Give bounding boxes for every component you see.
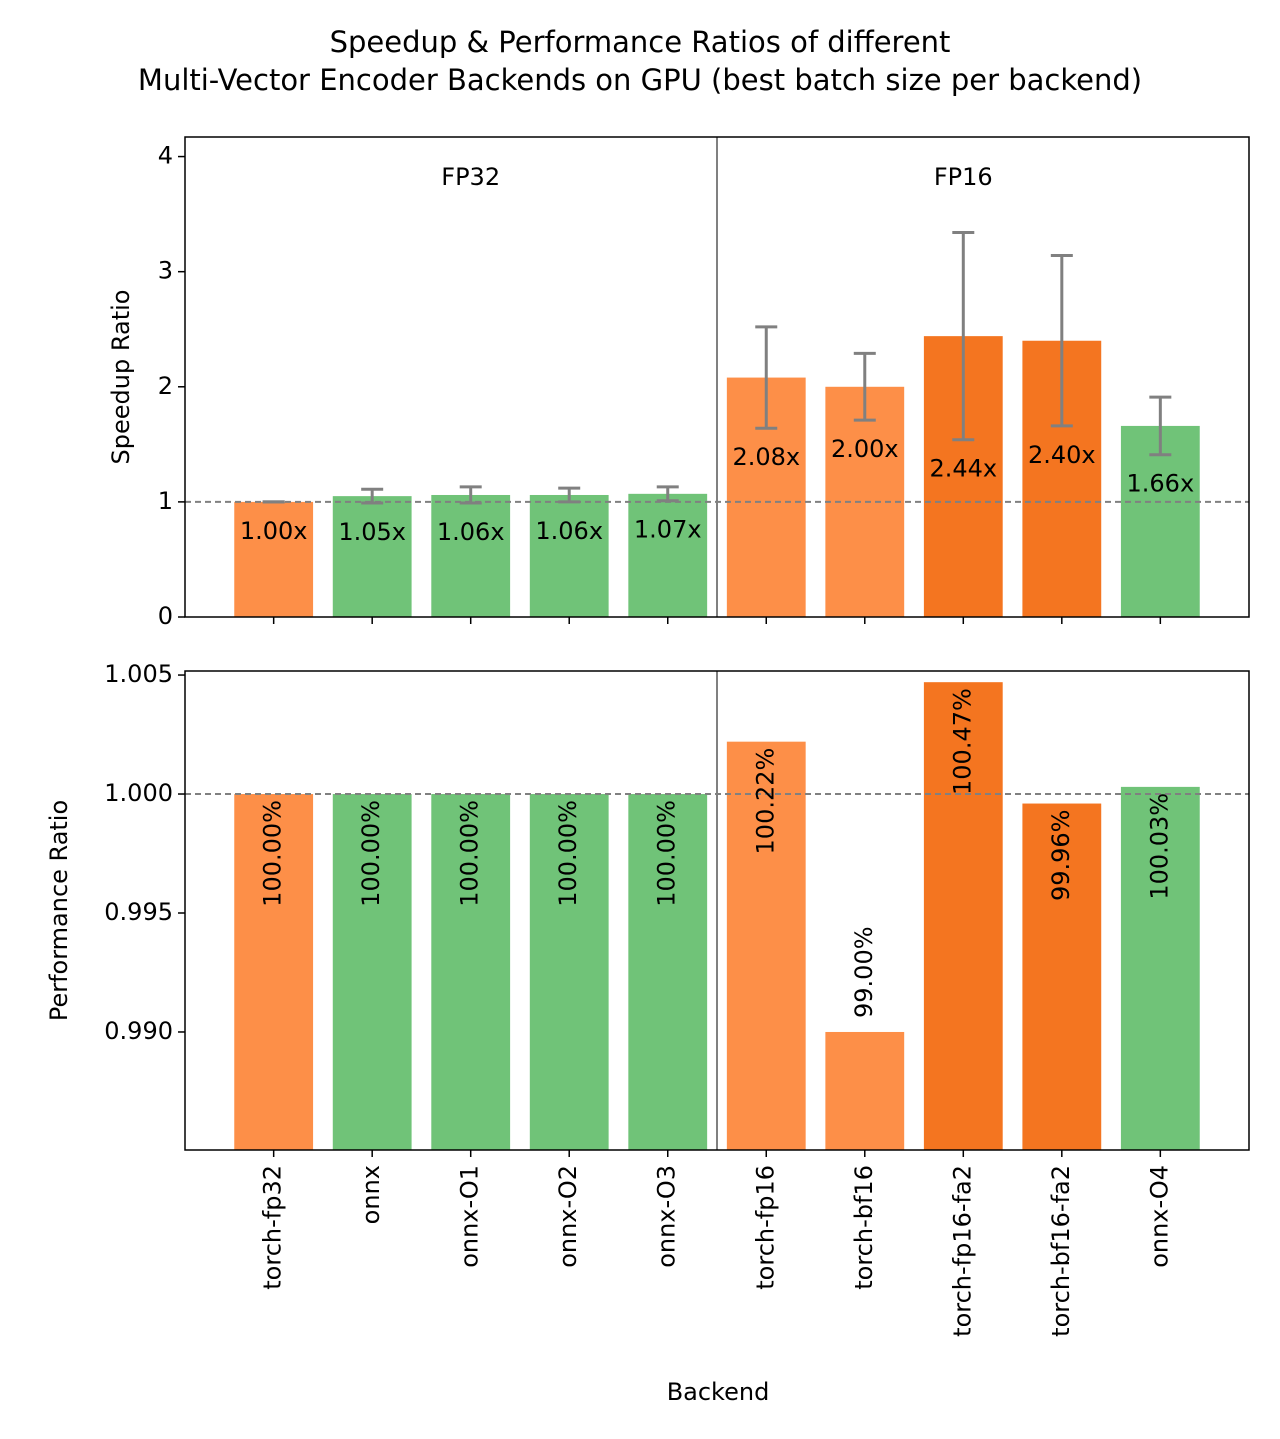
x-tick-label: torch-fp16 — [751, 1165, 779, 1290]
bar — [628, 493, 708, 617]
y-axis-label: Performance Ratio — [45, 800, 73, 1021]
value-label: 100.00% — [456, 800, 484, 907]
y-tick-label: 2 — [158, 372, 173, 400]
group-label: FP16 — [934, 163, 993, 191]
y-tick-label: 1.000 — [104, 779, 173, 807]
value-label: 100.00% — [259, 800, 287, 907]
value-label: 100.03% — [1145, 793, 1173, 900]
x-tick-label: torch-fp32 — [259, 1165, 287, 1290]
x-tick-label: onnx-O4 — [1145, 1165, 1173, 1268]
x-tick-label: torch-bf16 — [850, 1165, 878, 1290]
bar — [431, 794, 511, 1150]
bar — [1120, 425, 1200, 617]
y-tick-label: 0.990 — [104, 1017, 173, 1045]
title: Multi-Vector Encoder Backends on GPU (be… — [138, 63, 1142, 97]
bar — [529, 494, 609, 617]
bar — [726, 741, 806, 1150]
y-tick-label: 3 — [158, 257, 173, 285]
bar — [234, 794, 314, 1150]
bar — [332, 496, 412, 617]
title: Speedup & Performance Ratios of differen… — [330, 25, 951, 59]
bar — [1022, 803, 1102, 1150]
value-label: 1.05x — [338, 518, 406, 546]
bar — [923, 682, 1003, 1150]
value-label: 1.66x — [1127, 470, 1195, 498]
value-label: 100.00% — [653, 800, 681, 907]
x-tick-label: onnx-O3 — [653, 1165, 681, 1268]
x-tick-label: onnx-O1 — [456, 1165, 484, 1268]
bar — [825, 1031, 905, 1150]
value-label: 100.00% — [357, 800, 385, 907]
x-tick-label: torch-fp16-fa2 — [948, 1165, 976, 1337]
y-tick-label: 0 — [158, 602, 173, 630]
plot-frame — [184, 136, 1250, 618]
bar — [1120, 786, 1200, 1150]
y-tick-label: 1.005 — [104, 660, 173, 688]
x-tick-label: torch-bf16-fa2 — [1047, 1165, 1075, 1337]
bar — [529, 794, 609, 1150]
x-tick-label: onnx-O2 — [554, 1165, 582, 1268]
bar — [234, 501, 314, 617]
value-label: 1.06x — [535, 517, 603, 545]
plot-frame — [184, 670, 1250, 1151]
y-tick-label: 0.995 — [104, 898, 173, 926]
group-label: FP32 — [441, 163, 500, 191]
bar — [431, 494, 511, 617]
value-label: 1.06x — [437, 518, 505, 546]
value-label: 2.08x — [732, 443, 800, 471]
value-label: 100.00% — [554, 800, 582, 907]
value-label: 2.00x — [831, 435, 899, 463]
bar — [332, 794, 412, 1150]
x-axis-label: Backend — [667, 1378, 770, 1406]
value-label: 99.00% — [850, 926, 878, 1018]
value-label: 99.96% — [1047, 810, 1075, 902]
y-tick-label: 4 — [158, 142, 173, 170]
x-tick-label: onnx — [357, 1165, 385, 1224]
value-label: 2.40x — [1028, 441, 1096, 469]
value-label: 2.44x — [929, 455, 997, 483]
value-label: 1.07x — [634, 516, 702, 544]
bar — [628, 794, 708, 1150]
y-axis-label: Speedup Ratio — [107, 290, 135, 465]
value-label: 100.22% — [751, 748, 779, 855]
value-label: 1.00x — [240, 517, 308, 545]
value-label: 100.47% — [948, 688, 976, 795]
y-tick-label: 1 — [158, 487, 173, 515]
